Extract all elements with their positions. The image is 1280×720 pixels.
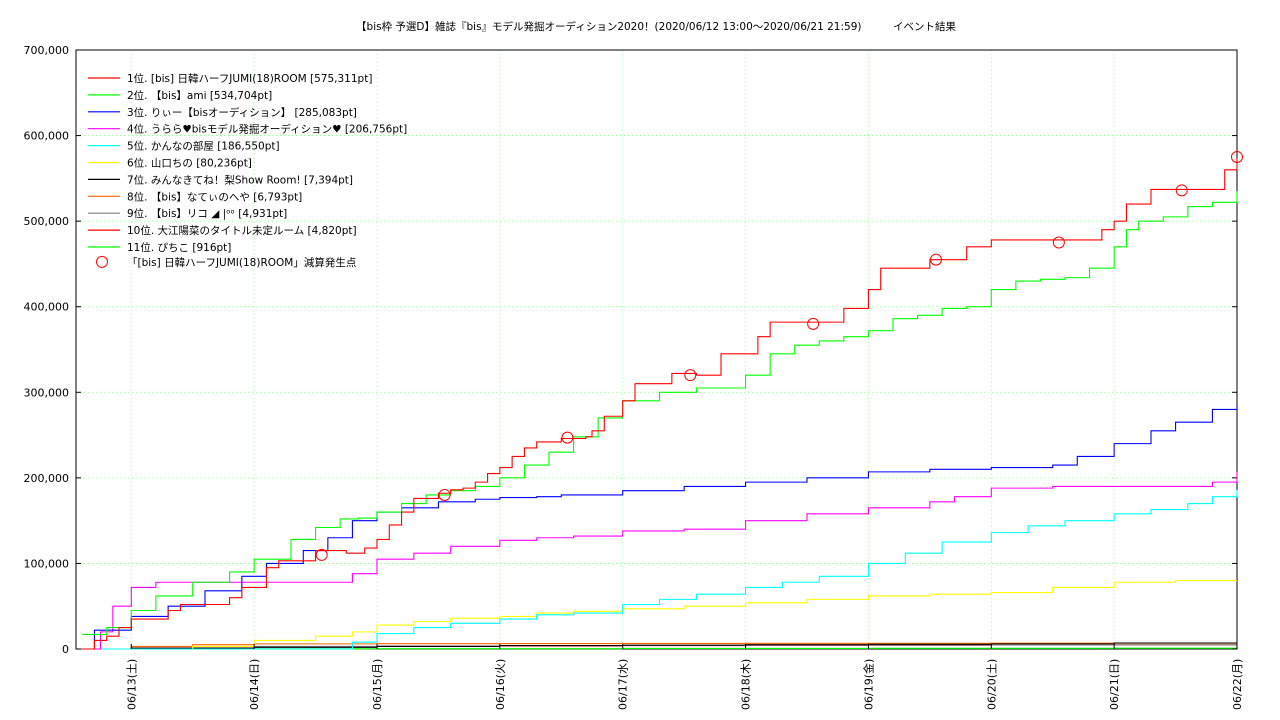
legend-entry: 3位. りぃー【bisオーディション】 [285,083pt] [127, 106, 357, 119]
series-line [76, 642, 1238, 650]
x-tick-label: 06/16(火) [494, 659, 507, 710]
legend: 1位. [bis] 日韓ハーフJUMI(18)ROOM [575,311pt] 2… [88, 72, 407, 269]
series-line [76, 471, 1238, 650]
series-line [76, 157, 1238, 650]
series-line [82, 191, 1238, 636]
reduction-marker [561, 431, 574, 444]
reduction-markers [315, 150, 1243, 561]
legend-entry: 7位. みんなきてね！梨Show Room! [7,394pt] [127, 173, 353, 186]
y-tick-label: 600,000 [24, 130, 70, 143]
y-tick-label: 200,000 [24, 472, 70, 485]
legend-entry-markers: 「[bis] 日韓ハーフJUMI(18)ROOM」減算発生点 [127, 256, 356, 269]
reduction-marker [1052, 236, 1065, 249]
reduction-marker [684, 369, 697, 382]
series-line [76, 489, 1238, 650]
legend-entry: 5位. かんなの部屋 [186,550pt] [127, 140, 280, 153]
legend-marker-swatch [96, 255, 108, 268]
legend-entry: 4位. うらら♥bisモデル発掘オーディション♥ [206,756pt] [127, 123, 407, 136]
reduction-marker [1175, 184, 1188, 197]
chart-title: 【bis枠 予選D】雑誌『bis』モデル発掘オーディション2020！(2020/… [356, 20, 956, 33]
series-line [76, 405, 1238, 650]
x-tick-label: 06/14(日) [248, 659, 261, 710]
legend-entry: 6位. 山口ちの [80,236pt] [127, 157, 252, 170]
grid [76, 50, 1238, 649]
legend-entry: 10位. 大江陽菜のタイトル未定ルーム [4,820pt] [127, 224, 357, 237]
reduction-marker [1231, 150, 1243, 163]
x-tick-label: 06/15(月) [371, 659, 384, 710]
x-tick-label: 06/20(土) [985, 659, 998, 710]
y-tick-label: 0 [62, 643, 69, 656]
y-tick-label: 400,000 [24, 301, 70, 314]
y-tick-label: 500,000 [24, 215, 70, 228]
x-tick-label: 06/19(金) [861, 659, 875, 710]
series-line [76, 579, 1237, 650]
legend-entry: 8位. 【bis】なてぃのへや [6,793pt] [127, 190, 302, 203]
reduction-marker [315, 548, 328, 561]
y-tick-label: 300,000 [24, 386, 70, 399]
legend-entry: 9位. 【bis】リコ ◢ |ᵒᵒ [4,931pt] [127, 207, 287, 220]
legend-entry: 2位. 【bis】ami [534,704pt] [127, 89, 272, 102]
x-tick-label: 06/17(水) [617, 659, 630, 710]
x-tick-label: 06/18(木) [740, 659, 753, 710]
x-tick-label: 06/13(土) [125, 659, 138, 710]
legend-entry: 11位. ぴちこ [916pt] [127, 241, 231, 254]
y-tick-label: 700,000 [24, 44, 70, 57]
y-tick-label: 100,000 [24, 557, 70, 570]
axes: 0 100,000 200,000 300,000 400,000 500,000 600,… [24, 44, 1245, 710]
reduction-marker [930, 253, 942, 266]
reduction-marker [807, 317, 820, 330]
x-tick-label: 06/22(月) [1231, 659, 1244, 710]
legend-entry: 1位. [bis] 日韓ハーフJUMI(18)ROOM [575,311pt] [127, 72, 372, 85]
reduction-marker [438, 488, 451, 501]
x-tick-label: 06/21(日) [1108, 659, 1121, 710]
